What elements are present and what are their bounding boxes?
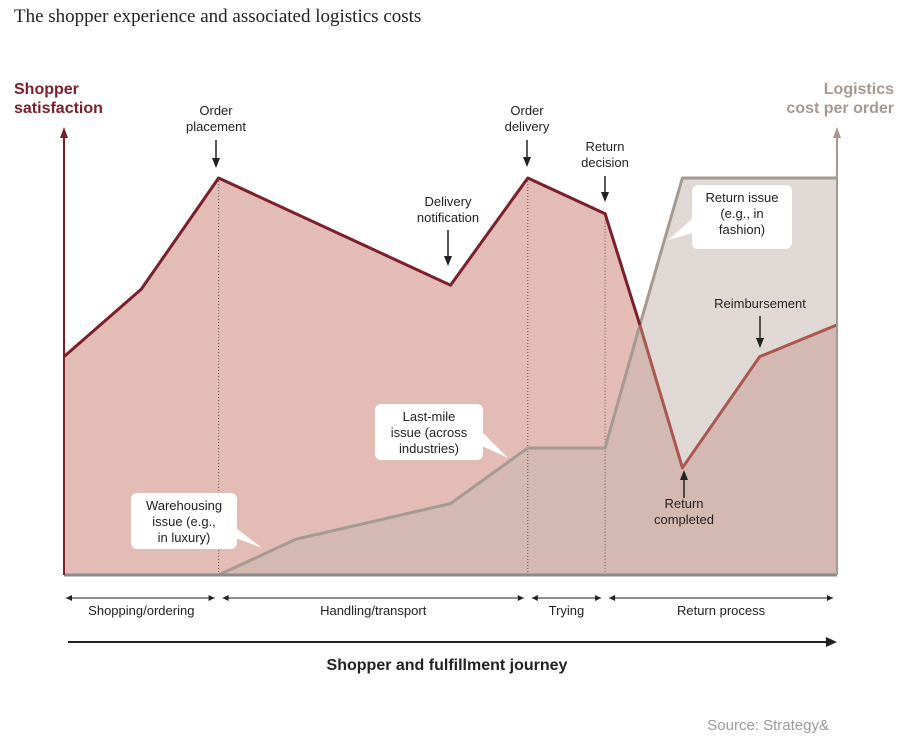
- last-mile-issue-tail: [482, 432, 508, 458]
- annotations: Order placement Delivery notification Order d…: [186, 103, 806, 527]
- phase-label: Return process: [677, 603, 766, 618]
- return-issue-bubble: [692, 185, 792, 249]
- phase-label: Handling/transport: [320, 603, 427, 618]
- return-completed-arrow-head: [680, 470, 688, 480]
- page-title: The shopper experience and associated lo…: [14, 6, 422, 27]
- return-issue-callout: Return issue (e.g., in fashion): [668, 185, 792, 249]
- return-issue-tail: [668, 218, 693, 240]
- return-issue-text: Return issue (e.g., in fashion): [706, 190, 779, 237]
- order-placement-arrow-head: [212, 158, 220, 168]
- journey-axis-arrow: [826, 637, 837, 647]
- return-decision-arrow-head: [601, 192, 609, 202]
- order-delivery-arrow-head: [523, 157, 531, 167]
- phase-bar: Shopping/ordering Handling/transport Tryin…: [66, 595, 837, 674]
- phase-arrow-start: [609, 595, 616, 601]
- axes: Shopper satisfaction Logistics cost per ord…: [14, 81, 894, 577]
- left-axis-arrow: [60, 127, 68, 138]
- phase-label: Shopping/ordering: [88, 603, 194, 618]
- satisfaction-line-return: [638, 323, 838, 470]
- cost-line: [217, 176, 837, 577]
- left-axis-label: Shopper satisfaction: [14, 81, 103, 117]
- overlap-area: [218, 324, 838, 575]
- warehousing-issue-callout: Warehousing issue (e.g., in luxury): [131, 493, 262, 549]
- phase-label: Trying: [549, 603, 585, 618]
- order-delivery-label: Order delivery: [505, 103, 550, 134]
- delivery-notification-label: Delivery notification: [417, 194, 479, 225]
- order-placement-label: Order placement: [186, 103, 246, 134]
- phase-arrow-start: [66, 595, 72, 601]
- satisfaction-line: [63, 176, 642, 358]
- phase-arrow-end: [517, 595, 524, 601]
- right-axis-label: Logistics cost per order: [786, 81, 894, 117]
- x-axis-title: Shopper and fulfillment journey: [327, 657, 568, 674]
- callouts: Warehousing issue (e.g., in luxury) Last-mi…: [131, 185, 792, 549]
- warehousing-issue-text: Warehousing issue (e.g., in luxury): [146, 498, 222, 545]
- warehousing-issue-tail: [236, 528, 262, 548]
- phase-arrow-start: [531, 595, 538, 601]
- last-mile-issue-bubble: [375, 404, 483, 460]
- reimbursement-label: Reimbursement: [714, 296, 806, 311]
- return-decision-label: Return decision: [581, 139, 629, 170]
- right-axis-arrow: [833, 127, 841, 138]
- source-note: Source: Strategy&: [707, 717, 829, 734]
- phase-arrow-end: [208, 595, 215, 601]
- reimbursement-arrow-head: [756, 338, 764, 348]
- warehousing-issue-bubble: [131, 493, 237, 549]
- last-mile-issue-text: Last-mile issue (across industries): [391, 409, 468, 456]
- series-lines: [63, 176, 838, 577]
- phase-arrow-start: [222, 595, 229, 601]
- phase-arrow-end: [595, 595, 602, 601]
- last-mile-issue-callout: Last-mile issue (across industries): [375, 404, 508, 460]
- delivery-notification-arrow-head: [444, 256, 452, 266]
- phase-arrow-end: [827, 595, 833, 601]
- return-completed-label: Return completed: [654, 496, 714, 527]
